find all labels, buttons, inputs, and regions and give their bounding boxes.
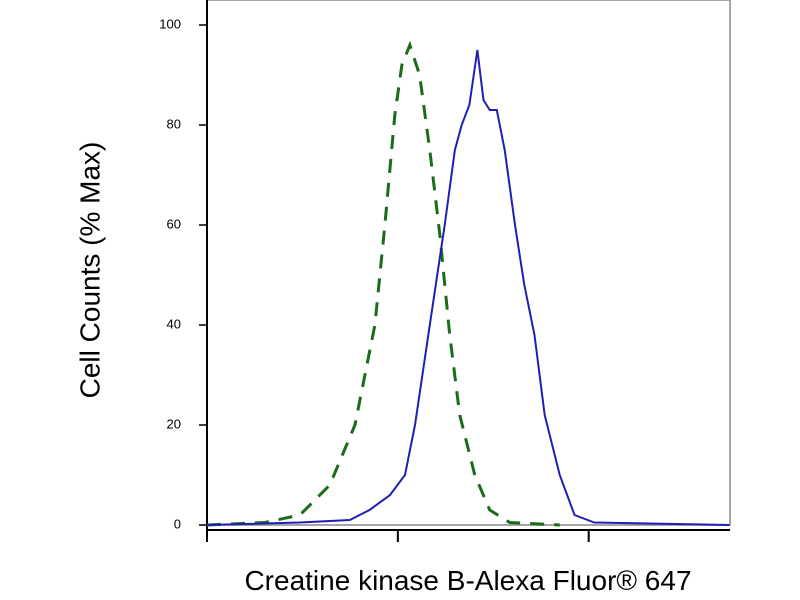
series-line (206, 40, 560, 527)
y-tick-label: 0 (174, 516, 181, 531)
y-axis-title: Cell Counts (% Max) (74, 142, 105, 399)
y-tick-label: 40 (167, 316, 181, 331)
x-axis-title: Creatine kinase B-Alexa Fluor® 647 (244, 565, 691, 596)
y-tick-label: 20 (167, 416, 181, 431)
y-tick-label: 60 (167, 216, 181, 231)
y-tick-label: 100 (159, 16, 181, 31)
y-tick-label: 80 (167, 116, 181, 131)
series-line (206, 49, 730, 526)
